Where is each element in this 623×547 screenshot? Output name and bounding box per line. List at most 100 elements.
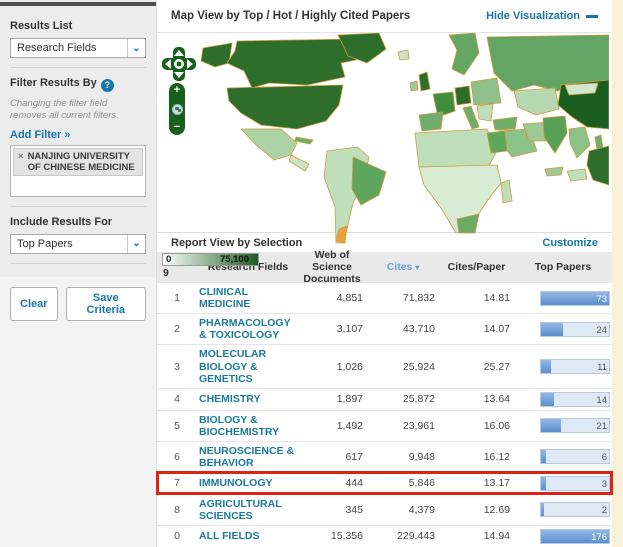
top-papers-value: 6 [602,450,607,465]
field-link[interactable]: MOLECULAR BIOLOGY & GENETICS [199,348,266,384]
active-filters-box: × NANJING UNIVERSITY OF CHINESE MEDICINE [10,145,146,197]
top-papers-value: 21 [596,419,607,434]
results-list-label: Results List [10,20,146,32]
table-row: 0ALL FIELDS15,356229,44314.94176 [157,525,612,547]
sort-descending-icon: ▾ [415,263,419,272]
rank-cell: 7 [157,477,197,489]
column-header-cites[interactable]: Cites ▾ [367,261,439,273]
world-map-svg[interactable] [157,33,609,245]
top-papers-value: 11 [597,360,607,375]
column-header-cites-paper[interactable]: Cites/Paper [439,261,514,273]
field-link[interactable]: ALL FIELDS [199,530,259,542]
table-row: 1CLINICAL MEDICINE 4,85171,83214.81 73 [157,282,612,313]
rank-cell: 5 [157,420,197,432]
map-title: Map View by Top / Hot / Highly Cited Pap… [171,10,410,22]
top-papers-value: 24 [596,323,607,338]
rank-cell: 3 [157,361,197,373]
cites-cell: 71,832 [367,292,439,304]
docs-cell: 1,492 [297,420,367,432]
cites-cell: 43,710 [367,323,439,335]
table-row: 2PHARMACOLOGY & TOXICOLOGY3,10743,71014.… [157,313,612,344]
cites-cell: 5,846 [367,477,439,489]
save-criteria-button[interactable]: Save Criteria [66,287,146,321]
report-table-body: 1CLINICAL MEDICINE4,85171,83214.81732PHA… [157,282,612,547]
cites-paper-cell: 14.07 [439,323,514,335]
include-results-dropdown[interactable]: Top Papers ⌄ [10,234,146,254]
table-row: 4CHEMISTRY1,89725,87213.6414 [157,388,612,410]
table-row-highlighted: 7IMMUNOLOGY4445,84613.173 [157,472,612,494]
filter-by-label: Filter Results By? [10,77,146,92]
rank-cell: 6 [157,451,197,463]
top-papers-bar: 24 [540,322,610,337]
cites-cell: 25,924 [367,361,439,373]
docs-cell: 1,026 [297,361,367,373]
cites-paper-cell: 16.06 [439,420,514,432]
cites-cell: 25,872 [367,393,439,405]
sidebar-buttons: Clear Save Criteria [0,277,156,331]
table-row: 6NEUROSCIENCE & BEHAVIOR6179,94816.126 [157,441,612,472]
legend-max-label: 75,100 [220,254,249,266]
cites-cell: 4,379 [367,504,439,516]
top-papers-bar: 6 [540,449,610,464]
section-divider [10,263,146,264]
chevron-down-icon: ⌄ [127,235,145,253]
field-link[interactable]: PHARMACOLOGY & TOXICOLOGY [199,317,290,341]
top-papers-bar: 11 [540,359,610,374]
column-header-top-papers[interactable]: Top Papers [514,261,612,273]
top-papers-bar: 73 [540,291,610,306]
top-papers-value: 2 [602,503,607,518]
field-link[interactable]: BIOLOGY & BIOCHEMISTRY [199,414,279,438]
main-panel: Map View by Top / Hot / Highly Cited Pap… [157,0,612,547]
table-row: 3MOLECULAR BIOLOGY & GENETICS 1,02625,924… [157,344,612,387]
remove-filter-icon[interactable]: × [18,151,24,174]
hide-visualization-link[interactable]: Hide Visualization [486,10,598,22]
top-papers-value: 3 [602,477,607,492]
section-divider [10,206,146,207]
sidebar-empty-area [0,331,156,547]
field-link[interactable]: AGRICULTURAL SCIENCES [199,498,281,522]
zoom-in-button[interactable]: + [174,85,180,96]
top-papers-bar: 176 [540,529,610,544]
filter-tag[interactable]: × NANJING UNIVERSITY OF CHINESE MEDICINE [13,148,143,177]
add-filter-link[interactable]: Add Filter » [10,129,146,141]
filter-tag-label: NANJING UNIVERSITY OF CHINESE MEDICINE [28,151,138,174]
rank-cell: 0 [157,530,197,542]
rank-cell: 1 [157,292,197,304]
results-list-dropdown[interactable]: Research Fields ⌄ [10,38,146,58]
filter-note: Changing the filter field removes all cu… [10,98,146,123]
top-papers-bar: 14 [540,392,610,407]
chevron-down-icon: ⌄ [127,39,145,57]
field-link[interactable]: CHEMISTRY [199,393,260,405]
cites-paper-cell: 14.81 [439,292,514,304]
top-papers-bar: 3 [540,476,610,491]
results-list-section: Results List Research Fields ⌄ Filter Re… [0,6,156,277]
map-zoom-control[interactable]: + − [169,83,185,135]
zoom-out-button[interactable]: − [174,122,180,133]
map-color-legend: 0 75,100 [162,253,259,266]
field-link[interactable]: CLINICAL MEDICINE [199,286,250,310]
docs-cell: 15,356 [297,530,367,542]
cites-paper-cell: 16.12 [439,451,514,463]
table-row: 5BIOLOGY & BIOCHEMISTRY1,49223,96116.062… [157,410,612,441]
map-visualization-area: + − 0 75,100 [157,33,612,232]
docs-cell: 4,851 [297,292,367,304]
globe-reset-icon[interactable] [172,104,183,115]
help-icon[interactable]: ? [101,79,114,92]
cites-paper-cell: 13.17 [439,477,514,489]
top-papers-bar: 21 [540,418,610,433]
map-pan-control[interactable] [162,47,196,86]
clear-button[interactable]: Clear [10,287,58,321]
rank-cell: 8 [157,504,197,516]
cites-paper-cell: 25.27 [439,361,514,373]
include-results-value: Top Papers [11,238,73,250]
top-papers-value: 176 [591,530,607,545]
legend-min-label: 0 [166,254,171,266]
docs-cell: 345 [297,504,367,516]
field-link[interactable]: IMMUNOLOGY [199,477,273,489]
cites-cell: 9,948 [367,451,439,463]
cites-paper-cell: 14.94 [439,530,514,542]
column-header-documents[interactable]: Web of Science Documents [297,249,367,285]
field-link[interactable]: NEUROSCIENCE & BEHAVIOR [199,445,294,469]
collapse-minus-icon [586,15,598,18]
top-papers-bar: 2 [540,502,610,517]
